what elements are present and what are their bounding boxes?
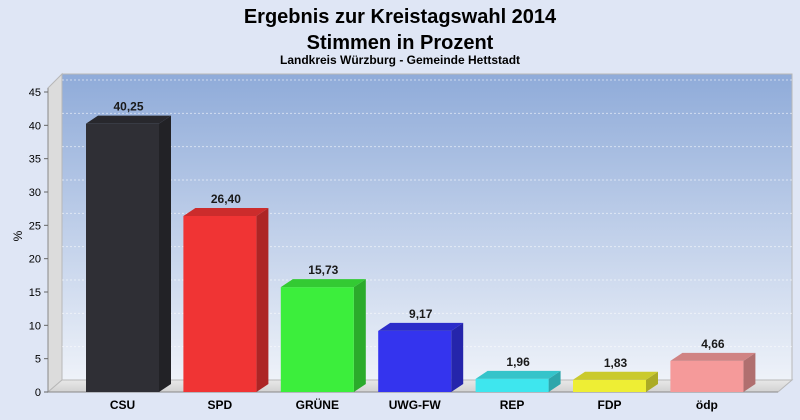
- bar-side: [159, 115, 171, 393]
- bar-csu: [86, 115, 171, 393]
- category-label: REP: [500, 398, 525, 412]
- y-tick-label: 15: [29, 287, 41, 299]
- category-label: CSU: [110, 398, 135, 412]
- bar-top: [280, 279, 366, 288]
- bar-front: [183, 216, 257, 392]
- category-label: UWG-FW: [389, 398, 442, 412]
- category-label: SPD: [208, 398, 233, 412]
- bar-front: [86, 123, 159, 393]
- bar-grüne: [280, 279, 366, 392]
- y-axis-label: %: [11, 230, 25, 241]
- y-tick-label: 35: [29, 154, 41, 166]
- value-label: 15,73: [308, 263, 338, 277]
- chart-title: Ergebnis zur Kreistagswahl 2014 Stimmen …: [0, 4, 800, 56]
- y-tick-label: 20: [29, 254, 41, 266]
- bar-front: [378, 330, 452, 392]
- y-tick-label: 40: [29, 120, 41, 132]
- bar-top: [573, 371, 658, 380]
- bar-front: [475, 378, 549, 392]
- value-label: 1,96: [506, 355, 530, 369]
- bar-front: [573, 379, 646, 392]
- value-label: 1,83: [604, 356, 628, 370]
- bar-side: [256, 208, 269, 392]
- value-label: 40,25: [113, 100, 143, 114]
- bar-side: [353, 279, 366, 392]
- bar-ödp: [670, 352, 756, 392]
- bar-top: [183, 208, 269, 216]
- y-tick-label: 10: [29, 320, 41, 332]
- value-label: 4,66: [701, 337, 725, 351]
- category-label: FDP: [598, 398, 622, 412]
- value-label: 26,40: [211, 192, 241, 206]
- y-tick-label: 5: [35, 354, 41, 366]
- bar-fdp: [573, 371, 658, 392]
- bar-top: [475, 370, 561, 379]
- y-tick-label: 45: [29, 87, 41, 99]
- bar-top: [378, 322, 464, 331]
- bar-spd: [183, 208, 269, 392]
- bar-uwg-fw: [378, 322, 464, 392]
- chart-title-line-2: Stimmen in Prozent: [306, 32, 494, 54]
- y-tick-label: 30: [29, 187, 41, 199]
- bar-top: [86, 115, 171, 124]
- category-label: ödp: [696, 398, 718, 412]
- bar-side: [646, 371, 658, 392]
- bar-side: [743, 352, 756, 392]
- y-tick-label: 25: [29, 220, 41, 232]
- bar-side: [451, 322, 464, 392]
- category-label: GRÜNE: [296, 397, 339, 412]
- y-tick-label: 0: [35, 387, 41, 399]
- bar-rep: [475, 370, 561, 392]
- plot-left-wall: [47, 72, 63, 394]
- bar-front: [670, 360, 744, 392]
- bar-front: [280, 287, 354, 392]
- value-label: 9,17: [409, 307, 433, 321]
- chart-subtitle: Landkreis Würzburg - Gemeinde Hettstadt: [279, 53, 521, 67]
- chart-title-line-1: Ergebnis zur Kreistagswahl 2014: [243, 6, 557, 28]
- bar-top: [670, 352, 756, 361]
- bar-side: [548, 370, 561, 392]
